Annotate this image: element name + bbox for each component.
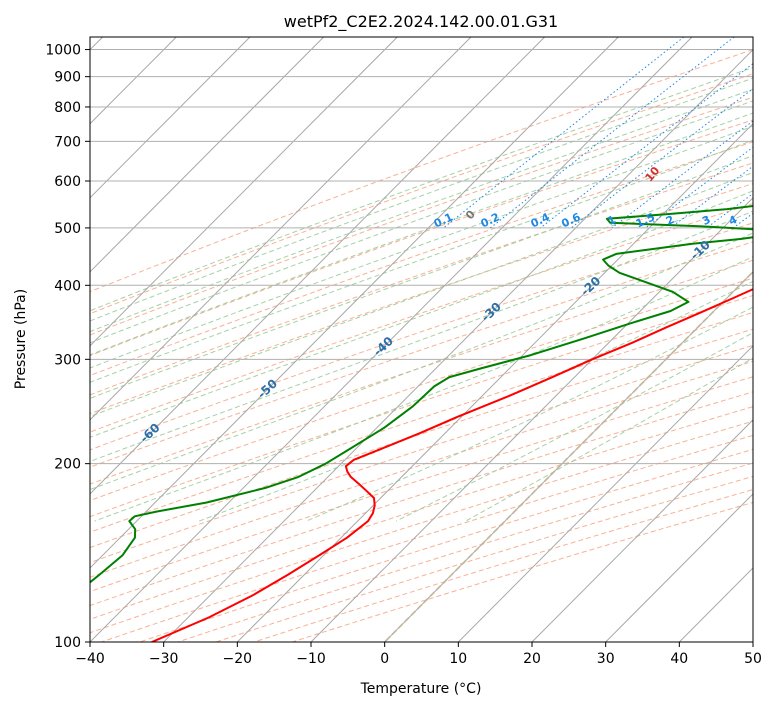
mixing-ratio-line bbox=[670, 165, 753, 229]
y-tick-label: 100 bbox=[54, 635, 81, 651]
x-tick-label: −30 bbox=[149, 651, 179, 667]
skew-isotherm-line bbox=[90, 37, 251, 199]
moist-adiabat-line bbox=[90, 139, 753, 383]
isotherm-label: -70 bbox=[1, 484, 26, 509]
dry-adiabat-line bbox=[90, 141, 753, 377]
skew-isotherm-line bbox=[90, 37, 472, 421]
mixing-ratio-line bbox=[443, 37, 685, 229]
dry-adiabat-line bbox=[90, 328, 753, 549]
y-tick-label: 1000 bbox=[45, 43, 81, 59]
mixing-ratio-line bbox=[570, 87, 753, 229]
dry-adiabat-line bbox=[90, 222, 753, 451]
dry-adiabat-line bbox=[90, 96, 753, 336]
dry-adiabat-line bbox=[90, 344, 753, 564]
moist-adiabat-line bbox=[90, 125, 753, 369]
x-tick-label: 10 bbox=[449, 651, 467, 667]
moist-adiabat-line bbox=[90, 66, 753, 312]
moist-adiabat-line bbox=[90, 210, 753, 462]
dry-adiabat-line bbox=[90, 183, 753, 415]
skew-isotherm-line bbox=[90, 37, 693, 642]
moist-adiabat-line bbox=[90, 232, 753, 491]
temperature-profile-line bbox=[150, 288, 753, 642]
dry-adiabat-line bbox=[90, 294, 753, 518]
x-tick-label: −20 bbox=[223, 651, 253, 667]
skew-isotherm-line bbox=[90, 37, 324, 273]
y-tick-label: 600 bbox=[54, 174, 81, 190]
mixing-ratio-label: 6 bbox=[766, 213, 775, 228]
moist-adiabat-line bbox=[94, 256, 753, 522]
x-axis-label: Temperature (°C) bbox=[360, 681, 482, 697]
skew-isotherm-line bbox=[531, 419, 753, 642]
skew-isotherm-line bbox=[163, 48, 753, 642]
y-tick-label: 300 bbox=[54, 352, 81, 368]
y-tick-label: 200 bbox=[54, 457, 81, 473]
skew-isotherm-line bbox=[90, 37, 619, 569]
dry-adiabat-line bbox=[90, 277, 753, 502]
x-tick-label: −10 bbox=[296, 651, 326, 667]
moist-adiabat-line bbox=[90, 112, 753, 356]
skew-isotherm-line bbox=[752, 641, 753, 642]
skew-isotherm-line bbox=[605, 493, 753, 642]
freezing-isotherm-line bbox=[383, 270, 753, 642]
y-tick-label: 500 bbox=[54, 221, 81, 237]
y-tick-label: 400 bbox=[54, 278, 81, 294]
dry-adiabat-line bbox=[90, 241, 753, 468]
y-tick-label: 900 bbox=[54, 70, 81, 86]
skew-isotherm-line bbox=[457, 345, 753, 642]
y-tick-label: 800 bbox=[54, 100, 81, 116]
dry-adiabat-line bbox=[90, 203, 753, 433]
x-tick-label: −40 bbox=[75, 651, 105, 667]
skew-isotherm-line bbox=[90, 37, 545, 495]
plot-frame bbox=[89, 36, 754, 643]
moist-adiabat-line bbox=[90, 77, 753, 322]
skew-isotherm-line bbox=[236, 123, 753, 642]
skew-isotherm-line bbox=[310, 197, 753, 642]
x-tick-label: 40 bbox=[670, 651, 688, 667]
dry-adiabat-line bbox=[90, 391, 753, 607]
y-axis-label: Pressure (hPa) bbox=[13, 289, 29, 389]
moist-adiabat-line bbox=[90, 155, 753, 399]
chart-title: wetPf2_C2E2.2024.142.00.01.G31 bbox=[284, 12, 558, 32]
x-tick-label: 0 bbox=[380, 651, 389, 667]
x-tick-label: 20 bbox=[523, 651, 541, 667]
skew-isotherm-line bbox=[90, 37, 398, 347]
mixing-ratio-line bbox=[611, 120, 753, 229]
plot-background bbox=[90, 37, 753, 642]
mixing-ratio-line bbox=[540, 63, 753, 229]
moist-adiabat-line bbox=[90, 100, 753, 344]
dry-adiabat-line bbox=[90, 311, 753, 533]
dewpoint-profile-line bbox=[90, 204, 753, 584]
moist-adiabat-line bbox=[306, 306, 753, 522]
x-tick-label: 50 bbox=[744, 651, 762, 667]
x-tick-label: 30 bbox=[597, 651, 615, 667]
dry-adiabat-line bbox=[90, 162, 753, 396]
dry-adiabat-line bbox=[90, 360, 753, 578]
y-tick-label: 700 bbox=[54, 134, 81, 150]
dry-adiabat-line bbox=[90, 49, 753, 293]
